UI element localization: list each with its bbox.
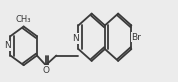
Text: O: O: [42, 66, 49, 75]
Text: Br: Br: [131, 33, 141, 42]
Text: N: N: [72, 34, 78, 43]
Text: N: N: [4, 41, 10, 50]
Text: CH₃: CH₃: [16, 15, 31, 24]
